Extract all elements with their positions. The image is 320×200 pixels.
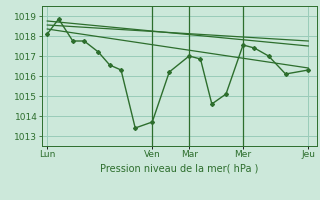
X-axis label: Pression niveau de la mer( hPa ): Pression niveau de la mer( hPa ) — [100, 163, 258, 173]
